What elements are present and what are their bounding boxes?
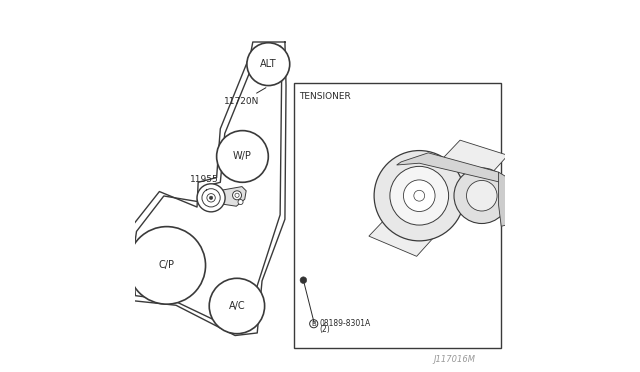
Text: C/P: C/P xyxy=(159,260,175,270)
Text: 08189-8301A: 08189-8301A xyxy=(319,319,371,328)
Text: TENSIONER: TENSIONER xyxy=(299,92,350,101)
Circle shape xyxy=(209,278,264,334)
Circle shape xyxy=(238,199,243,205)
Text: 11720N: 11720N xyxy=(224,88,266,106)
Circle shape xyxy=(403,180,435,212)
Text: 11955: 11955 xyxy=(190,175,219,190)
Circle shape xyxy=(216,131,268,182)
Circle shape xyxy=(454,168,509,224)
Circle shape xyxy=(209,196,212,199)
Text: ALT: ALT xyxy=(260,59,276,69)
Bar xyxy=(294,83,501,349)
Circle shape xyxy=(247,43,290,86)
Text: W/P: W/P xyxy=(233,151,252,161)
Circle shape xyxy=(390,166,449,225)
Circle shape xyxy=(197,184,225,212)
Polygon shape xyxy=(397,153,504,183)
Text: A/C: A/C xyxy=(228,301,245,311)
Circle shape xyxy=(374,151,465,241)
Text: (2): (2) xyxy=(319,326,330,334)
Circle shape xyxy=(300,277,307,283)
Circle shape xyxy=(128,227,205,304)
Polygon shape xyxy=(499,172,513,226)
Polygon shape xyxy=(369,140,508,256)
Text: B: B xyxy=(311,321,316,327)
Text: J117016M: J117016M xyxy=(433,355,475,364)
Circle shape xyxy=(232,191,241,200)
Polygon shape xyxy=(218,187,246,206)
Circle shape xyxy=(467,180,497,211)
